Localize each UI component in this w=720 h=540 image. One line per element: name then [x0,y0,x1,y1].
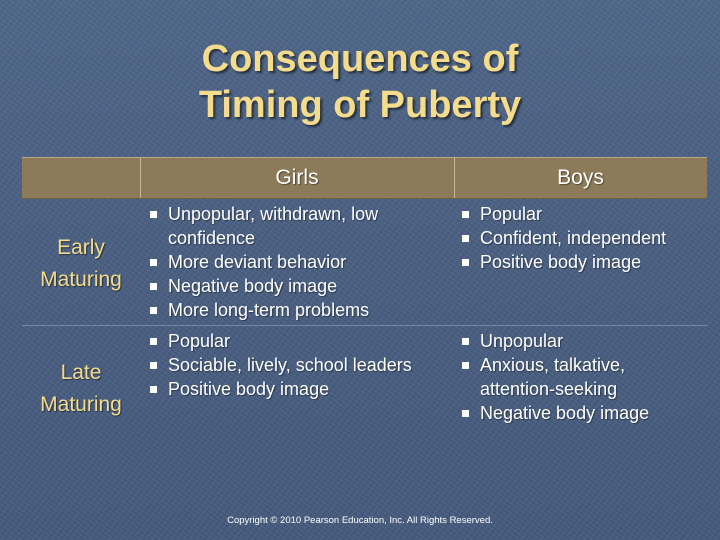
square-bullet-icon [150,283,157,290]
list-item: Unpopular, withdrawn, low confidence [148,202,448,250]
early-girls-list: Unpopular, withdrawn, low confidence Mor… [148,202,448,322]
square-bullet-icon [462,259,469,266]
square-bullet-icon [150,362,157,369]
copyright-footer: Copyright © 2010 Pearson Education, Inc.… [227,515,493,526]
list-item: Unpopular [460,329,685,353]
list-item: Negative body image [460,401,685,425]
slide-title: Consequences of Timing of Puberty [0,36,720,128]
row-label-late-line-2: Maturing [40,393,122,416]
puberty-timing-table: Girls Boys Early Maturing Unpopular, wit… [22,157,707,432]
list-item: More long-term problems [148,298,448,322]
row-label-late-line-1: Late [60,361,102,384]
late-boys-list: Unpopular Anxious, talkative, attention-… [460,329,685,425]
list-item: Positive body image [460,250,705,274]
header-divider [454,158,455,198]
row-label-early-line-1: Early [57,236,105,259]
table-header-row: Girls Boys [22,157,707,199]
list-item: Positive body image [148,377,454,401]
row-label-early-maturing: Early Maturing [22,232,140,296]
row-divider [22,325,707,326]
list-item: Anxious, talkative, attention-seeking [460,353,685,401]
late-girls-list: Popular Sociable, lively, school leaders… [148,329,454,401]
early-boys-list: Popular Confident, independent Positive … [460,202,705,274]
slide-title-line-2: Timing of Puberty [198,84,522,126]
square-bullet-icon [462,211,469,218]
list-item: Popular [148,329,454,353]
header-divider [140,158,141,198]
list-item: Negative body image [148,274,448,298]
square-bullet-icon [150,338,157,345]
row-label-early-line-2: Maturing [40,268,122,291]
list-item: More deviant behavior [148,250,448,274]
square-bullet-icon [462,362,469,369]
header-boys: Boys [557,166,604,189]
square-bullet-icon [462,338,469,345]
slide-title-line-1: Consequences of [201,38,519,80]
square-bullet-icon [150,307,157,314]
list-item: Popular [460,202,705,226]
list-item: Confident, independent [460,226,705,250]
header-girls: Girls [275,166,319,189]
square-bullet-icon [150,211,157,218]
row-label-late-maturing: Late Maturing [22,357,140,421]
square-bullet-icon [150,386,157,393]
square-bullet-icon [462,410,469,417]
square-bullet-icon [150,259,157,266]
square-bullet-icon [462,235,469,242]
list-item: Sociable, lively, school leaders [148,353,454,377]
